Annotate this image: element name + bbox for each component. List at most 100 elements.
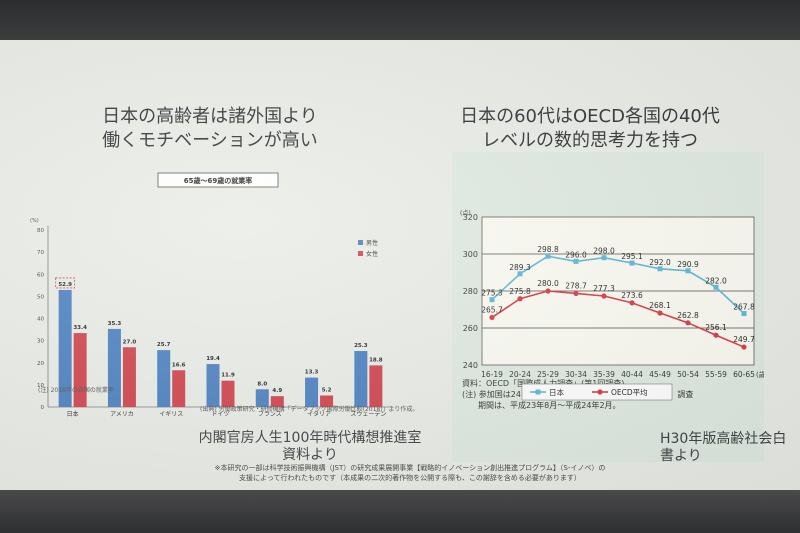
x-axis-unit: (歳) — [756, 370, 764, 379]
bar-value-label: 33.4 — [73, 325, 87, 331]
y-tick-label: 50 — [37, 294, 44, 300]
bar-female — [270, 396, 284, 407]
bar-male — [354, 351, 368, 407]
point-value-label: 278.7 — [565, 281, 587, 290]
point-value-label: 249.7 — [733, 335, 755, 344]
y-tick-label: 260 — [463, 324, 478, 333]
point-oecd — [573, 290, 579, 297]
point-value-label: 296.0 — [565, 250, 587, 259]
bar-female — [122, 347, 136, 407]
point-oecd — [629, 300, 635, 306]
x-category-label: 16-19 — [481, 370, 503, 379]
point-value-label: 290.9 — [677, 260, 699, 269]
point-value-label: 295.1 — [621, 252, 643, 261]
point-oecd — [685, 320, 691, 326]
point-japan — [713, 284, 719, 290]
point-value-label: 256.1 — [705, 323, 727, 332]
bar-chart-source: (出典) 労働政策研究・研修機構「データブック国際労働比較(2018)」より作成… — [200, 406, 419, 413]
bar-value-label: 8.0 — [257, 381, 267, 387]
x-category-label: 50-54 — [677, 370, 699, 379]
legend-label-male: 男性 — [366, 239, 378, 247]
bar-value-label: 11.9 — [221, 373, 235, 379]
point-value-label: 268.1 — [649, 301, 671, 310]
point-japan — [629, 260, 635, 266]
y-tick-label: 0 — [41, 405, 45, 411]
point-value-label: 282.0 — [705, 276, 727, 285]
x-category-label: イギリス — [159, 411, 183, 418]
point-japan — [741, 311, 747, 317]
y-tick-label: 240 — [463, 361, 478, 370]
y-tick-label: 20 — [37, 361, 44, 367]
left-caption: 内閣官房人生100年時代構想推進室 資料より — [198, 430, 422, 463]
point-japan — [657, 266, 663, 272]
legend-swatch-female — [358, 251, 363, 256]
point-japan — [517, 271, 523, 277]
x-category-label: フランス — [258, 411, 282, 418]
y-tick-label: 80 — [37, 228, 44, 234]
legend-label-japan: 日本 — [549, 387, 564, 397]
point-oecd — [489, 314, 495, 321]
point-value-label: 275.3 — [481, 289, 503, 298]
point-japan — [545, 253, 551, 259]
x-category-label: 35-39 — [593, 370, 615, 379]
bar-value-label: 52.9 — [58, 282, 72, 288]
bar-female — [221, 380, 235, 407]
x-category-label: アメリカ — [110, 411, 134, 418]
point-value-label: 265.7 — [481, 305, 503, 314]
x-category-label: 60-65 — [733, 370, 755, 379]
point-value-label: 277.3 — [593, 284, 615, 293]
point-oecd — [545, 288, 551, 294]
bar-female — [172, 370, 186, 407]
legend-label-female: 女性 — [366, 250, 378, 258]
point-value-label: 298.8 — [537, 245, 559, 254]
point-oecd — [601, 293, 607, 299]
point-value-label: 262.8 — [677, 311, 699, 320]
point-oecd — [713, 332, 719, 338]
legend-marker-japan — [535, 389, 541, 395]
x-category-label: イタリア — [307, 410, 331, 418]
line-chart-axis-and-legend: 16-19 20-24 25-29 30-34 35-39 40-44 45-49 50-54… — [481, 370, 764, 401]
point-japan — [489, 297, 495, 303]
y-tick-label: 60 — [37, 272, 44, 278]
bar-value-label: 25.7 — [157, 342, 171, 348]
bar-male — [157, 350, 171, 407]
y-tick-label: 40 — [37, 317, 44, 323]
bar-value-label: 27.0 — [123, 339, 137, 345]
bar-female — [320, 395, 334, 407]
y-tick-label: 70 — [37, 250, 44, 256]
bar-value-label: 25.3 — [354, 343, 368, 349]
bar-value-label: 13.3 — [305, 370, 319, 376]
bar-value-label: 5.2 — [322, 387, 332, 393]
bar-chart-note: (注) 2016年の各国の就業率 — [38, 387, 114, 394]
series-line-oecd — [491, 290, 745, 348]
numeracy-line-chart: (点) 240 260 280 300 320 275.3 289.3 298.8 296.0 29… — [460, 209, 755, 370]
x-category-label: 40-44 — [621, 370, 643, 379]
legend-label-oecd: OECD平均 — [611, 387, 648, 397]
point-japan — [573, 258, 579, 264]
bar-female — [369, 365, 383, 407]
point-value-label: 267.8 — [733, 303, 755, 312]
point-oecd — [657, 310, 663, 316]
y-tick-label: 320 — [463, 213, 478, 222]
bar-value-label: 16.6 — [172, 362, 186, 368]
y-tick-label: 30 — [37, 339, 44, 345]
legend-swatch-male — [358, 240, 363, 245]
chart-title: 65歳〜69歳の就業率 — [184, 176, 252, 185]
x-category-label: 日本 — [67, 410, 79, 418]
highlight-box — [55, 277, 76, 289]
left-heading: 日本の高齢者は諸外国より 働くモチベーションが高い — [102, 106, 318, 151]
point-value-label: 298.0 — [593, 247, 615, 256]
series-line-japan — [491, 255, 745, 315]
right-caption: H30年版高齢社会白書より — [660, 431, 787, 464]
point-japan — [601, 255, 607, 261]
bar-value-label: 4.9 — [272, 388, 282, 394]
point-oecd — [741, 344, 747, 350]
y-tick-label: 280 — [463, 287, 478, 296]
x-category-label: 30-34 — [565, 370, 587, 379]
chart-title-box — [157, 172, 279, 188]
point-value-label: 275.8 — [509, 287, 531, 296]
bar-male — [206, 364, 220, 407]
point-value-label: 280.0 — [537, 279, 559, 288]
screen-top-bezel — [0, 0, 800, 40]
